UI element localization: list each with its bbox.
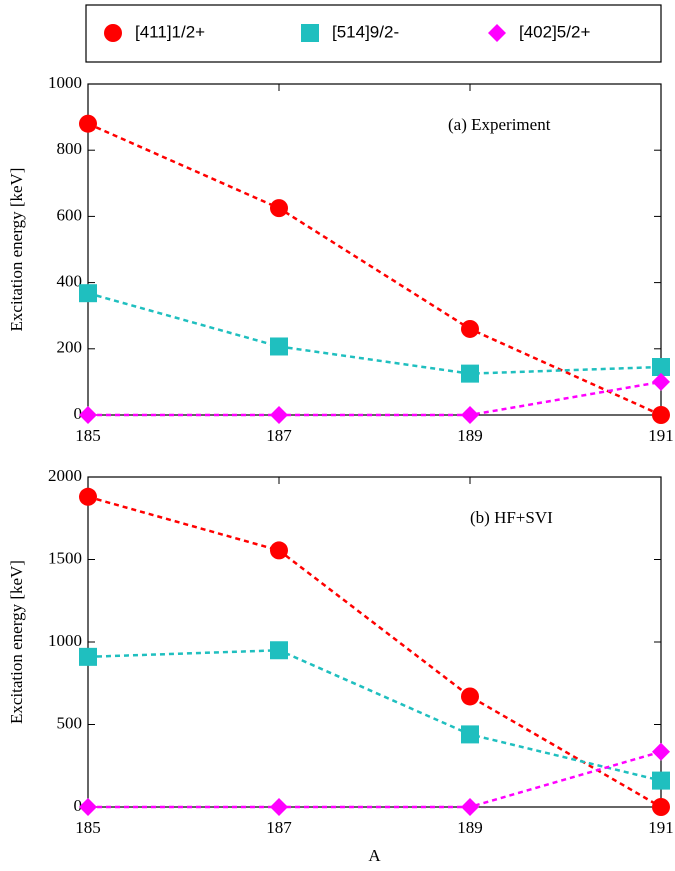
y-tick-label: 1500 [48,548,82,567]
x-tick-label: 191 [648,818,674,837]
marker [79,114,97,133]
marker [79,798,97,816]
marker [270,541,288,560]
series-line [87,122,662,417]
y-axis-label: Excitation energy [keV] [7,560,26,724]
x-tick-label: 187 [266,426,292,445]
marker [270,199,288,218]
legend-box [85,4,662,63]
y-tick-label: 1000 [48,73,82,92]
marker [79,487,97,506]
series-line [87,648,662,782]
y-tick-label: 500 [57,713,83,732]
marker [652,742,670,761]
y-tick-label: 0 [74,796,83,815]
marker [652,771,670,790]
annotation: (b) HF+SVI [470,508,553,527]
x-tick-label: 185 [75,426,101,445]
marker [488,24,506,42]
annotation: (a) Experiment [448,115,551,134]
marker [461,364,479,383]
marker [461,319,479,338]
plot-frame [87,83,662,416]
marker [79,647,97,666]
x-tick-label: 189 [457,818,483,837]
y-tick-label: 0 [74,404,83,423]
x-tick-label: 191 [648,426,674,445]
marker [652,372,670,391]
marker [461,798,479,816]
x-tick-label: 185 [75,818,101,837]
series-line [87,291,662,375]
series-line [88,380,662,417]
legend-label: [411]1/2+ [135,22,205,41]
marker [270,798,288,816]
marker [270,337,288,356]
marker [461,725,479,744]
marker [461,687,479,706]
y-tick-label: 200 [57,338,83,357]
series-line [88,750,662,809]
marker [652,358,670,377]
y-axis-label: Excitation energy [keV] [7,168,26,332]
marker [270,641,288,660]
marker [270,406,288,424]
marker [461,406,479,424]
y-tick-label: 800 [57,139,83,158]
marker [652,406,670,424]
legend-label: [402]5/2+ [519,22,590,41]
y-tick-label: 2000 [48,466,82,485]
y-tick-label: 600 [57,205,83,224]
y-tick-label: 400 [57,272,83,291]
marker [301,24,319,42]
marker [652,798,670,816]
series-line [87,495,662,809]
x-tick-label: 187 [266,818,292,837]
y-tick-label: 1000 [48,631,82,650]
legend-label: [514]9/2- [332,22,399,41]
marker [79,406,97,424]
marker [104,24,122,42]
x-axis-label: A [368,846,381,865]
x-tick-label: 189 [457,426,483,445]
marker [79,284,97,303]
